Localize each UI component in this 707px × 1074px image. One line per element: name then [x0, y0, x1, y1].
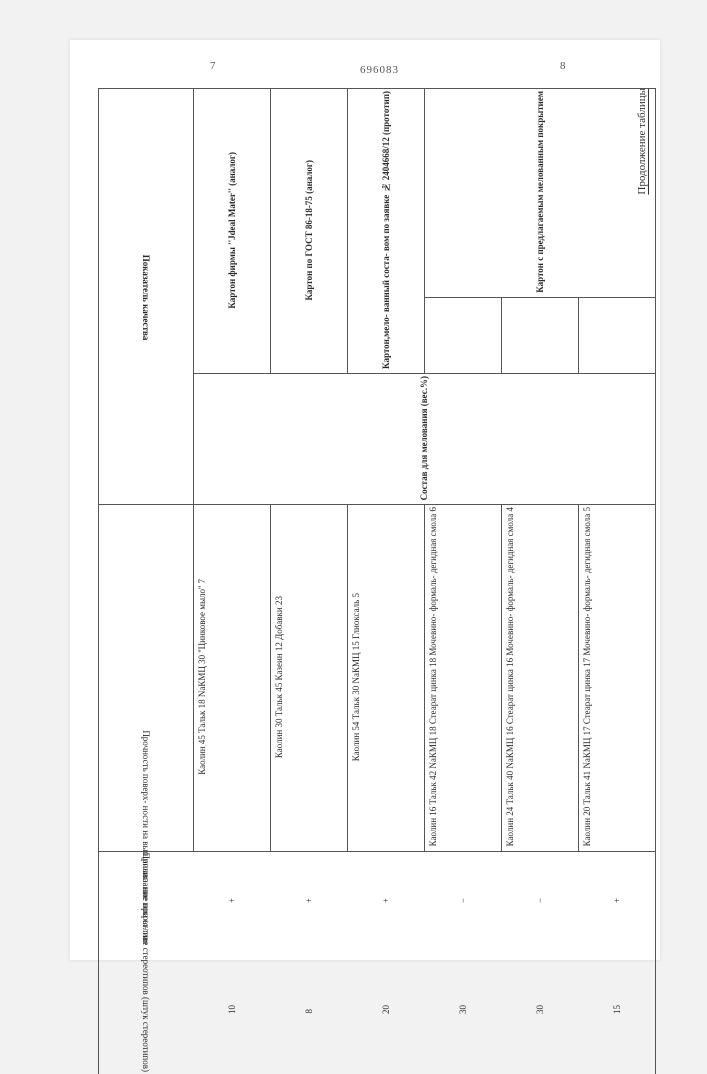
col-header-6 [579, 297, 656, 373]
document-number: 696083 [360, 64, 399, 76]
page-number-left: 7 [210, 60, 216, 72]
col-header-2: Картон по ГОСТ 86-18-75 (аналог) [271, 89, 348, 374]
row-1-v4: − [425, 851, 502, 948]
row-2-label: Прочность поверх- ности на выщипыва- ние… [99, 948, 194, 1074]
row-1-v1: + [194, 851, 271, 948]
row-2-v2: 8 [271, 948, 348, 1074]
composition-c5: Каолин 24 Тальк 40 NaКМЦ 16 Стеарат цинк… [502, 505, 579, 851]
main-table: Показатель качества Картон фирмы ''Jdeal… [98, 88, 656, 1074]
col-header-proposed-group: Картон с предлагаемым мелованным покрыти… [425, 89, 656, 298]
composition-c2: Каолин 30 Тальк 45 Казеин 12 Добавки 23 [271, 505, 348, 851]
row-2-v6: 15 [579, 948, 656, 1074]
composition-c1: Каолин 45 Тальк 18 NaКМЦ 30 ''Цинковое м… [194, 505, 271, 851]
row-1-v3: + [348, 851, 425, 948]
row-1-v2: + [271, 851, 348, 948]
row-2-v3: 20 [348, 948, 425, 1074]
row-1-v6: + [579, 851, 656, 948]
composition-subheader: Состав для мелования (вес.%) [194, 373, 656, 504]
row-2-v1: 10 [194, 948, 271, 1074]
row-1-v5: − [502, 851, 579, 948]
col-header-5 [502, 297, 579, 373]
col-header-4 [425, 297, 502, 373]
col-header-3: Картон,мело- ванный соста- вом по заявке… [348, 89, 425, 374]
row-2-v5: 30 [502, 948, 579, 1074]
col-header-1: Картон фирмы ''Jdeal Mater'' (аналог) [194, 89, 271, 374]
page-surface: 7 8 696083 Продолжение таблицы Показател… [70, 40, 660, 960]
composition-c3: Каолин 54 Тальк 30 NaКМЦ 15 Глиоксаль 5 [348, 505, 425, 851]
composition-c6: Каолин 20 Тальк 41 NaКМЦ 17 Стеарат цинк… [579, 505, 656, 851]
composition-c4: Каолин 16 Тальк 42 NaКМЦ 18 Стеарат цинк… [425, 505, 502, 851]
row-header-label: Показатель качества [99, 89, 194, 505]
row-2-v4: 30 [425, 948, 502, 1074]
page-number-right: 8 [560, 60, 566, 72]
